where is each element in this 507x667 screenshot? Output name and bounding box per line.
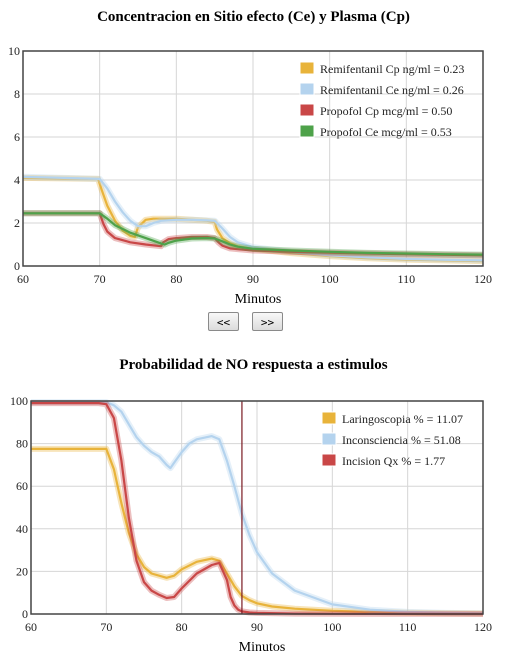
legend-entry: Incision Qx % = 1.77 bbox=[342, 454, 445, 468]
y-tick-label: 20 bbox=[16, 564, 28, 578]
x-tick-label: 110 bbox=[398, 272, 416, 286]
chart2-title: Probabilidad de NO respuesta a estimulos bbox=[119, 357, 388, 373]
next-page-button[interactable]: >> bbox=[252, 312, 283, 331]
plot-frame bbox=[22, 50, 484, 267]
legend-entry: Laringoscopia % = 11.07 bbox=[342, 412, 463, 426]
legend-swatch bbox=[299, 61, 315, 75]
y-tick-label: 60 bbox=[16, 479, 28, 493]
legend-swatch bbox=[299, 82, 315, 96]
x-tick-label: 70 bbox=[100, 620, 112, 634]
legend-swatch bbox=[321, 453, 337, 467]
x-axis-label: Minutos bbox=[239, 640, 286, 655]
concentration-chart: 60 70 80 90 100 110 120 0 2 4 6 8 10 Remifentanil Cp … bbox=[8, 44, 492, 307]
y-tick-label: 4 bbox=[14, 173, 20, 187]
y-tick-label: 0 bbox=[22, 607, 28, 621]
x-tick-label: 110 bbox=[399, 620, 417, 634]
legend-swatch bbox=[299, 124, 315, 138]
x-tick-label: 60 bbox=[17, 272, 29, 286]
legend-swatch bbox=[321, 411, 337, 425]
x-tick-label: 70 bbox=[94, 272, 106, 286]
x-tick-label: 120 bbox=[474, 620, 492, 634]
x-tick-label: 80 bbox=[176, 620, 188, 634]
x-tick-label: 60 bbox=[25, 620, 37, 634]
x-tick-label: 90 bbox=[251, 620, 263, 634]
series-line-1 bbox=[31, 447, 484, 615]
series-line-2 bbox=[31, 401, 484, 615]
time-navigation: << >> bbox=[0, 312, 507, 336]
probability-chart: 60 70 80 90 100 110 120 0 20 40 60 80 100 Laringoscop… bbox=[10, 394, 492, 655]
legend-entry: Propofol Cp mcg/ml = 0.50 bbox=[320, 104, 452, 118]
legend-entry: Remifentanil Ce ng/ml = 0.26 bbox=[320, 83, 464, 97]
series-line-4 bbox=[23, 212, 484, 256]
series-line-2 bbox=[22, 175, 484, 262]
y-tick-label: 0 bbox=[14, 259, 20, 273]
series-line-3 bbox=[31, 402, 484, 616]
y-tick-label: 2 bbox=[14, 216, 20, 230]
legend-entry: Propofol Ce mcg/ml = 0.53 bbox=[320, 125, 452, 139]
plot-frame bbox=[30, 400, 484, 615]
legend-entry: Remifentanil Cp ng/ml = 0.23 bbox=[320, 62, 464, 76]
legend-swatch bbox=[299, 103, 315, 117]
legend-swatch bbox=[321, 432, 337, 446]
y-tick-label: 6 bbox=[14, 130, 20, 144]
prev-page-button[interactable]: << bbox=[208, 312, 239, 331]
y-tick-label: 80 bbox=[16, 437, 28, 451]
legend-entry: Inconsciencia % = 51.08 bbox=[342, 433, 461, 447]
x-tick-label: 120 bbox=[474, 272, 492, 286]
x-tick-label: 90 bbox=[247, 272, 259, 286]
y-tick-label: 100 bbox=[10, 394, 28, 408]
x-tick-label: 80 bbox=[170, 272, 182, 286]
y-tick-label: 40 bbox=[16, 522, 28, 536]
y-tick-label: 8 bbox=[14, 87, 20, 101]
x-tick-label: 100 bbox=[321, 272, 339, 286]
x-axis-label: Minutos bbox=[235, 292, 282, 307]
chart1-title: Concentracion en Sitio efecto (Ce) y Pla… bbox=[97, 9, 410, 25]
x-tick-label: 100 bbox=[323, 620, 341, 634]
y-tick-label: 10 bbox=[8, 44, 20, 58]
